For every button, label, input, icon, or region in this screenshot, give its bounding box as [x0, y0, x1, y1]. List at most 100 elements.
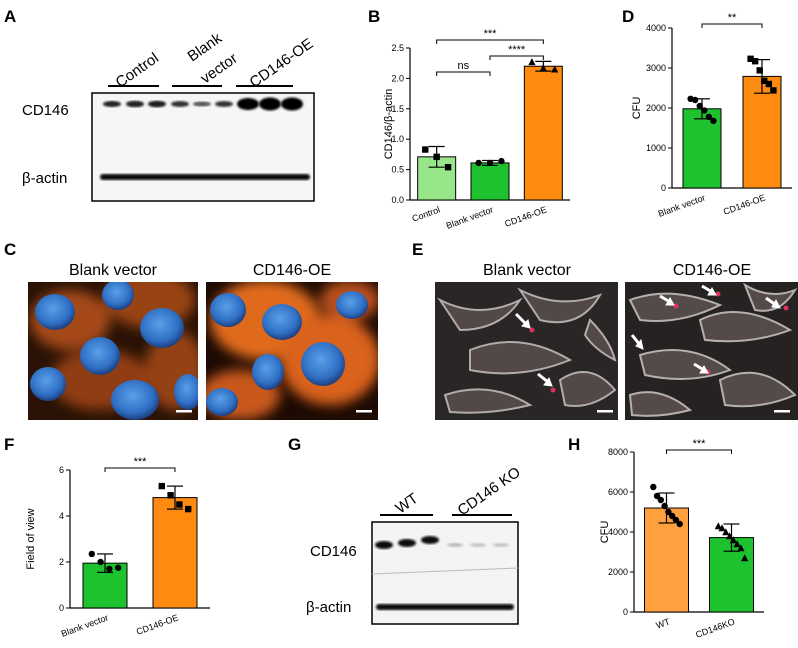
panel-e-brightfield: Blank vector CD146-OE — [435, 262, 798, 420]
panel-c-title-blank-vector: Blank vector — [69, 262, 158, 279]
chart-f-point — [158, 482, 165, 490]
chart-h-ytick-label: 0 — [623, 607, 628, 617]
chart-h-point — [665, 508, 672, 516]
chart-h-point — [657, 496, 665, 504]
chart-f-ytick-label: 4 — [59, 511, 64, 521]
chart-h-sig-bracket — [666, 449, 732, 454]
chart-b-point — [433, 153, 440, 161]
fluorescence-image-cd146-oe — [206, 282, 378, 420]
chart-d-ytick-label: 0 — [661, 183, 666, 193]
chart-f-point — [88, 550, 96, 558]
chart-h-ytick-label: 2000 — [608, 567, 628, 577]
chart-h-point — [726, 532, 734, 540]
panel-letter-f: F — [4, 435, 14, 454]
chart-f-category-label: Blank vector — [60, 612, 110, 638]
chart-f-ylabel: Field of view — [25, 508, 37, 569]
chart-b-cd146-ratio: 0.0 0.5 1.0 1.5 2.0 2.5 CD146/β-actin Control Bl… — [383, 28, 570, 231]
blot-a-membrane — [91, 92, 315, 202]
chart-d-point — [770, 87, 777, 94]
chart-b-point — [551, 65, 559, 73]
chart-h-sig-label: *** — [693, 438, 707, 450]
blot-g-cd146-bands — [375, 536, 509, 549]
panel-g-western-blot: WT CD146 KO CD146 β-actin — [306, 464, 524, 625]
blot-g-group-ko: CD146 KO — [455, 464, 524, 520]
panel-c-fluorescence: Blank vector CD146-OE — [28, 262, 378, 420]
chart-b-ytick-label: 1.5 — [391, 104, 404, 114]
chart-b-ytick-label: 2.5 — [391, 43, 404, 53]
chart-d-ytick-label: 4000 — [646, 23, 666, 33]
blot-a-actin-bands — [100, 174, 310, 180]
chart-b-sig-label: ns — [458, 60, 470, 72]
arrow-icon — [630, 284, 781, 374]
chart-d-category-label: Blank vector — [657, 192, 707, 218]
panel-c-title-cd146-oe: CD146-OE — [253, 262, 331, 279]
chart-b-ytick-label: 1.0 — [391, 134, 404, 144]
chart-d-ytick-label: 3000 — [646, 63, 666, 73]
chart-f-bar — [152, 497, 198, 609]
panel-letter-b: B — [368, 7, 380, 26]
blot-a-row-cd146: CD146 — [22, 102, 69, 119]
chart-d-point — [756, 67, 763, 74]
chart-b-category-label: Blank vector — [445, 204, 495, 230]
panel-e-title-cd146-oe: CD146-OE — [673, 262, 751, 279]
chart-b-ytick-label: 0.5 — [391, 165, 404, 175]
chart-h-point — [737, 544, 745, 552]
chart-b-point — [475, 159, 482, 167]
chart-f-point — [115, 564, 122, 571]
chart-f-sig-label: *** — [134, 456, 148, 468]
panel-letter-d: D — [622, 7, 634, 26]
chart-b-point — [444, 163, 452, 171]
chart-h-point — [741, 554, 749, 562]
chart-b-sig-bracket — [436, 39, 544, 44]
chart-b-ytick-label: 2.0 — [391, 73, 404, 83]
chart-h-point — [718, 524, 726, 532]
chart-d-sig-bracket — [701, 23, 763, 28]
chart-d-ytick-label: 2000 — [646, 103, 666, 113]
chart-h-category-label: CD146KO — [694, 616, 736, 639]
chart-d-point — [705, 113, 713, 121]
blot-g-group-wt: WT — [393, 490, 422, 517]
chart-b-point — [422, 146, 429, 153]
chart-h-ytick-label: 6000 — [608, 487, 628, 497]
chart-f-point — [176, 501, 183, 508]
chart-h-point — [668, 512, 676, 520]
blot-g-row-actin: β-actin — [306, 599, 351, 616]
chart-h-category-label: WT — [655, 616, 672, 630]
blot-g-membrane-edge — [371, 567, 519, 575]
chart-d-bar — [742, 75, 782, 189]
chart-d-point — [696, 102, 703, 110]
chart-d-sig-label: ** — [728, 12, 737, 24]
chart-f-bar — [82, 562, 128, 609]
panel-a-western-blot: Control Blank vector CD146-OE CD146 β-ac… — [22, 30, 317, 202]
panel-letter-e: E — [412, 240, 423, 259]
scale-bar-e2 — [774, 410, 790, 413]
chart-h-ytick-label: 4000 — [608, 527, 628, 537]
chart-f-point — [167, 492, 174, 499]
chart-d-category-label: CD146-OE — [722, 192, 767, 216]
blot-a-row-actin: β-actin — [22, 170, 67, 187]
chart-b-sig-bracket — [489, 55, 544, 60]
panel-letter-c: C — [4, 240, 16, 259]
chart-h-ytick-label: 8000 — [608, 447, 628, 457]
panel-letter-h: H — [568, 435, 580, 454]
chart-b-category-label: Control — [411, 204, 442, 223]
chart-f-sig-bracket — [104, 467, 176, 472]
chart-b-point — [528, 58, 536, 66]
chart-h-point — [722, 528, 730, 536]
brightfield-image-cd146-oe — [625, 282, 798, 420]
chart-d-point — [747, 55, 754, 62]
blot-a-group-cd146oe: CD146-OE — [247, 35, 317, 91]
chart-b-bar — [523, 65, 563, 201]
chart-d-point — [710, 117, 717, 125]
chart-b-point — [498, 157, 505, 165]
chart-d-ylabel: CFU — [631, 97, 643, 120]
chart-b-ylabel: CD146/β-actin — [383, 89, 395, 160]
panel-e-title-blank-vector: Blank vector — [483, 262, 572, 279]
chart-f-point — [185, 505, 192, 513]
chart-h-ylabel: CFU — [599, 521, 611, 544]
chart-h-point — [676, 520, 683, 528]
blot-g-actin-band — [376, 604, 514, 610]
chart-f-ytick-label: 2 — [59, 557, 64, 567]
chart-d-point — [761, 77, 768, 84]
chart-b-point — [539, 64, 547, 72]
